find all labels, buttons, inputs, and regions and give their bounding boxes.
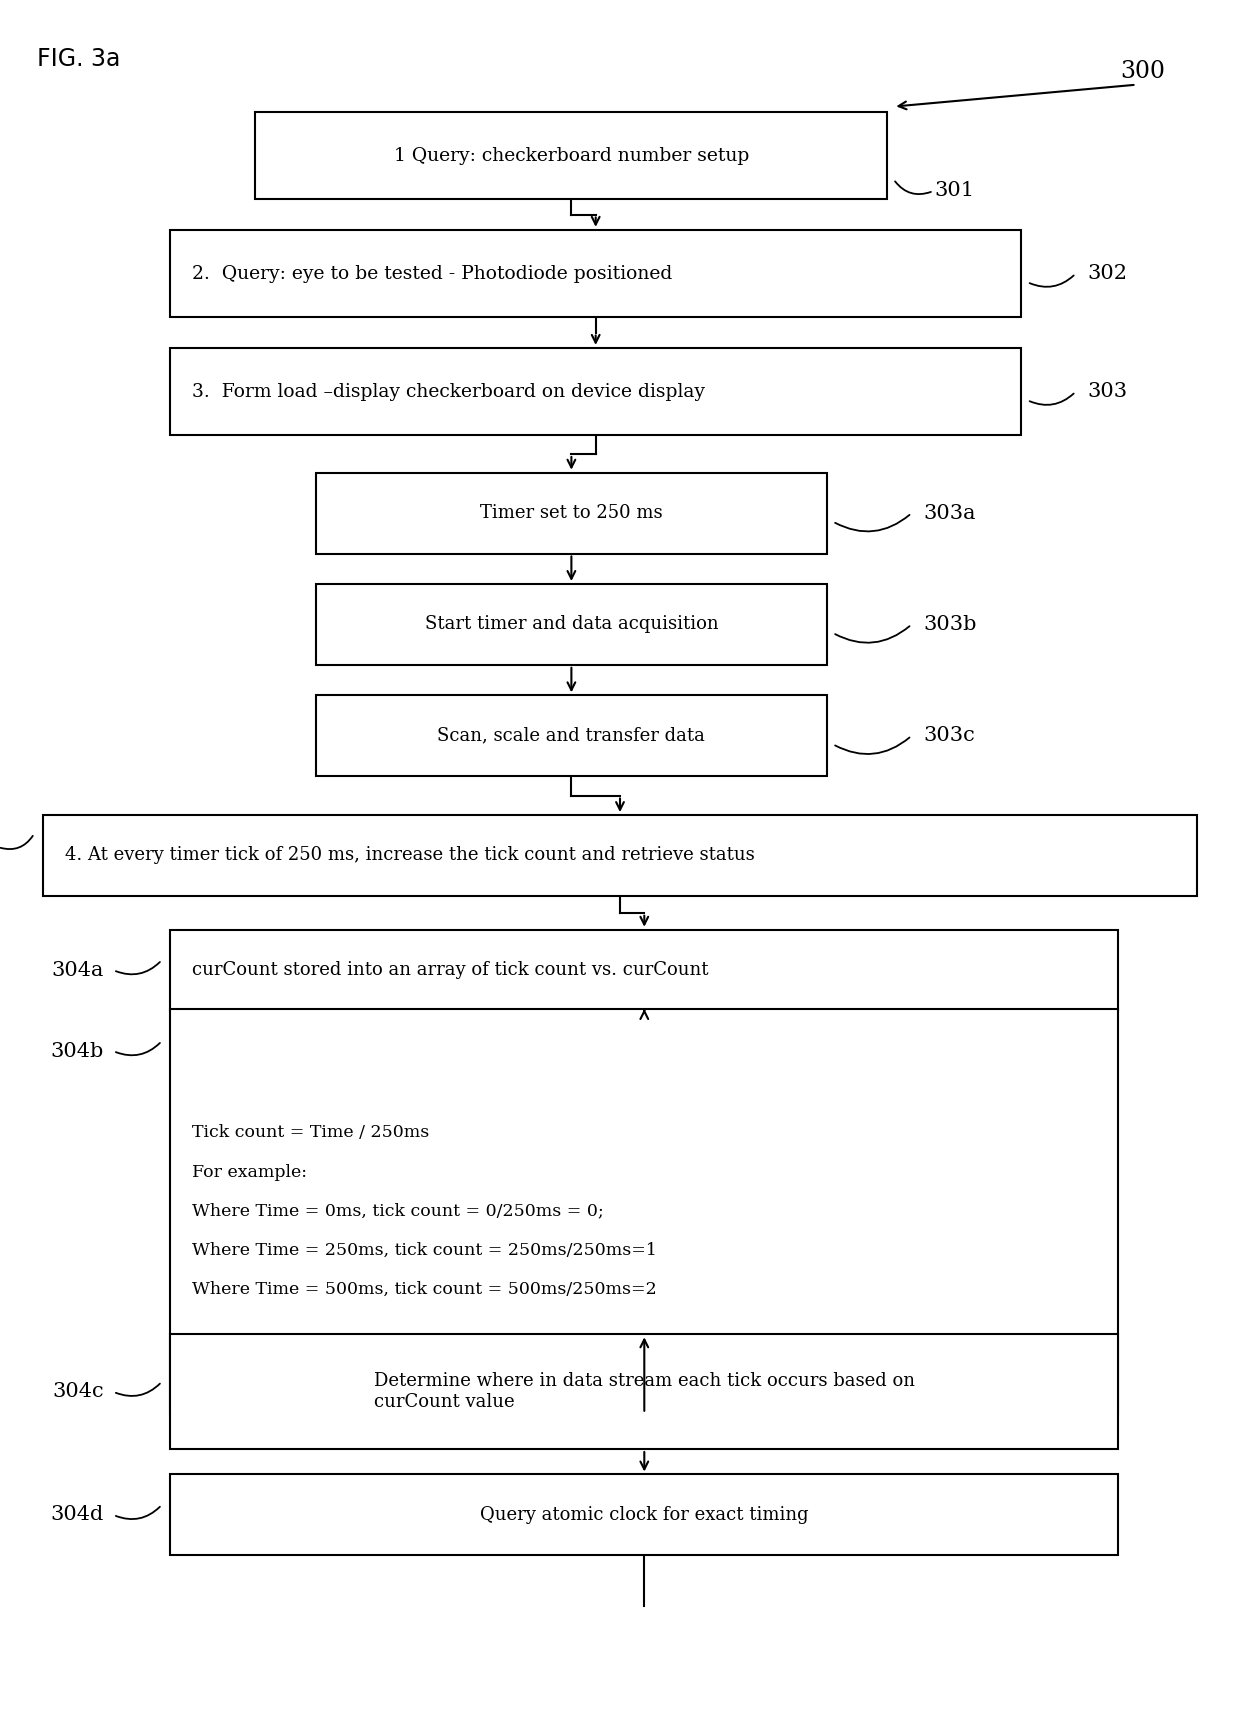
Text: Timer set to 250 ms: Timer set to 250 ms [480,504,662,521]
Text: 302: 302 [1087,263,1128,282]
FancyBboxPatch shape [316,695,827,776]
Text: 303c: 303c [924,726,976,745]
FancyBboxPatch shape [170,1334,1118,1449]
FancyBboxPatch shape [170,348,1021,435]
Text: 2.  Query: eye to be tested - Photodiode positioned: 2. Query: eye to be tested - Photodiode … [192,265,672,282]
Text: FIG. 3a: FIG. 3a [37,48,120,71]
FancyBboxPatch shape [170,1475,1118,1556]
Text: 303b: 303b [924,614,977,633]
FancyBboxPatch shape [170,229,1021,317]
Text: 1 Query: checkerboard number setup: 1 Query: checkerboard number setup [394,146,749,165]
Text: 304c: 304c [52,1382,103,1401]
Text: Tick count = Time / 250ms

For example:

Where Time = 0ms, tick count = 0/250ms : Tick count = Time / 250ms For example: W… [192,1124,657,1298]
Text: 300: 300 [1120,60,1166,83]
FancyBboxPatch shape [43,816,1197,897]
Text: Query atomic clock for exact timing: Query atomic clock for exact timing [480,1506,808,1523]
Text: 303: 303 [1087,382,1128,401]
Text: Scan, scale and transfer data: Scan, scale and transfer data [438,726,706,745]
FancyBboxPatch shape [316,473,827,554]
Text: 3.  Form load –display checkerboard on device display: 3. Form load –display checkerboard on de… [192,382,706,401]
Text: curCount stored into an array of tick count vs. curCount: curCount stored into an array of tick co… [192,960,709,979]
Text: 301: 301 [934,181,975,200]
FancyBboxPatch shape [170,1009,1118,1413]
Text: 303a: 303a [924,504,976,523]
Text: 304b: 304b [51,1041,103,1060]
Text: Start timer and data acquisition: Start timer and data acquisition [424,616,718,633]
FancyBboxPatch shape [316,583,827,664]
Text: Determine where in data stream each tick occurs based on
curCount value: Determine where in data stream each tick… [373,1372,915,1411]
Text: 304a: 304a [51,960,103,979]
Text: 4. At every timer tick of 250 ms, increase the tick count and retrieve status: 4. At every timer tick of 250 ms, increa… [64,847,754,864]
FancyBboxPatch shape [170,929,1118,1010]
FancyBboxPatch shape [255,112,888,200]
Text: 304d: 304d [51,1506,103,1525]
